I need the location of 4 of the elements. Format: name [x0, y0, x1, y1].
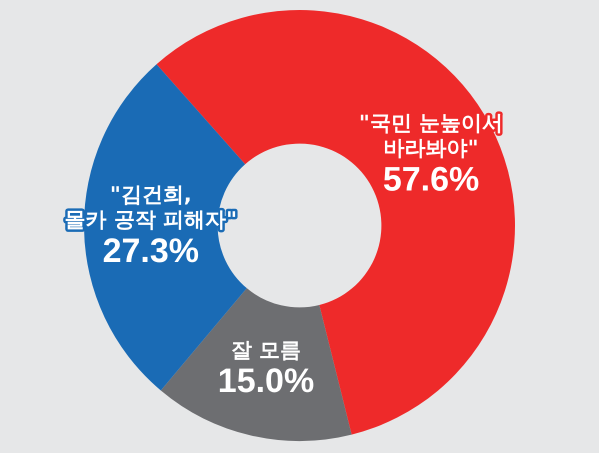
slice-label: 잘 모름 — [230, 338, 302, 362]
data-label: 57.6% — [382, 160, 480, 199]
data-label: 27.3% — [102, 232, 200, 270]
data-label: 15.0% — [218, 362, 314, 400]
